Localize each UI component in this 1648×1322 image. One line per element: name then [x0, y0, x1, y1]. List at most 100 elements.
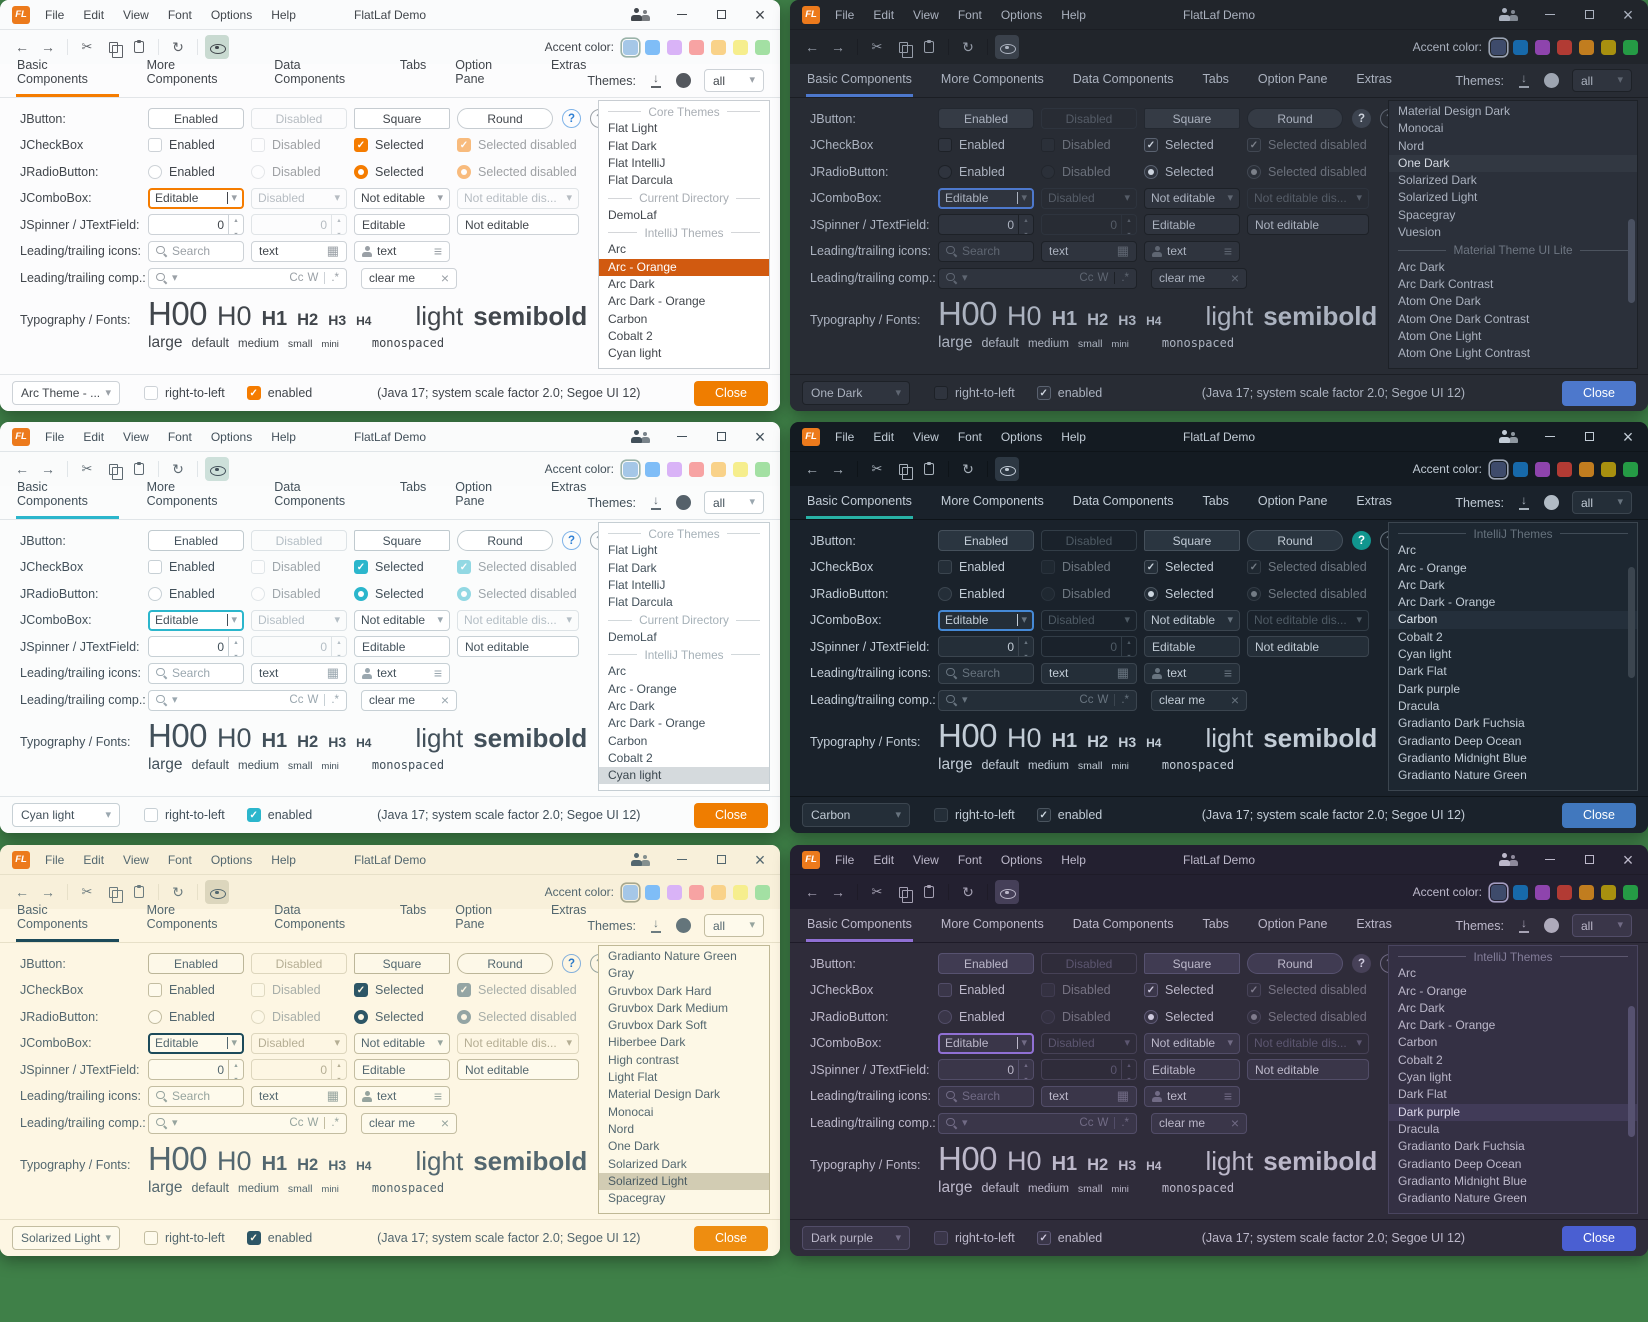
whole-word-toggle[interactable]: W	[307, 694, 319, 707]
radio-option[interactable]: Selected	[354, 586, 424, 601]
rtl-checkbox[interactable]: right-to-left	[934, 808, 1015, 822]
github-icon[interactable]	[676, 73, 691, 88]
accent-swatch[interactable]	[1491, 884, 1506, 900]
theme-list-item[interactable]: DemoLaf	[608, 207, 657, 222]
theme-list-item[interactable]: Arc Dark	[1398, 577, 1445, 592]
theme-list-item[interactable]: Atom One Dark Contrast	[1398, 311, 1530, 326]
theme-list-item[interactable]: Gradianto Deep Ocean	[1398, 1156, 1522, 1171]
search-field[interactable]: Search	[148, 240, 244, 262]
text-field[interactable]: Not editable	[1247, 636, 1369, 658]
tab-more-components[interactable]: More Components	[940, 494, 1044, 508]
theme-list[interactable]: IntelliJ Themes Arc Arc - Orange Arc Dark Ar…	[1388, 945, 1638, 1214]
theme-list-item[interactable]: Nord	[1398, 138, 1425, 153]
paste-icon[interactable]	[917, 35, 941, 59]
forward-icon[interactable]	[826, 457, 850, 481]
radio-option[interactable]: Enabled	[148, 586, 215, 601]
tab-data-components[interactable]: Data Components	[274, 480, 346, 508]
theme-list-item[interactable]: Solarized Dark	[1398, 173, 1477, 188]
combobox[interactable]: Disabled	[251, 187, 347, 209]
menu-edit[interactable]: Edit	[873, 429, 895, 444]
checkbox-option[interactable]: Disabled	[251, 983, 321, 998]
theme-list-item[interactable]: Flat Dark	[608, 138, 657, 153]
close-button[interactable]: Close	[694, 380, 768, 406]
show-hidden-toggle[interactable]	[995, 880, 1019, 904]
button[interactable]: Square	[354, 108, 450, 129]
scrollbar[interactable]	[1628, 525, 1635, 788]
github-icon[interactable]	[1544, 495, 1559, 510]
combobox[interactable]: Disabled	[1041, 1032, 1137, 1054]
theme-list-item[interactable]: Arc	[608, 664, 626, 679]
whole-word-toggle[interactable]: W	[307, 272, 319, 285]
text-field[interactable]: Not editable	[457, 214, 579, 236]
theme-list-item[interactable]: Arc - Orange	[1398, 560, 1467, 575]
down-arrow-icon[interactable]	[1126, 225, 1131, 235]
themes-filter-combo[interactable]: all	[1572, 914, 1632, 937]
theme-list-item[interactable]: Flat Dark	[608, 560, 657, 575]
refresh-icon[interactable]	[956, 35, 980, 59]
theme-list-item[interactable]: Arc Dark - Orange	[608, 716, 706, 731]
tab-tabs[interactable]: Tabs	[399, 480, 427, 494]
tab-more-components[interactable]: More Components	[146, 903, 218, 931]
checkbox-option[interactable]: Disabled	[1041, 983, 1111, 998]
accent-swatch[interactable]	[1557, 461, 1572, 477]
search-field[interactable]: CcW .*	[148, 1112, 347, 1134]
checkbox-option[interactable]: Disabled	[1041, 560, 1111, 575]
match-case-toggle[interactable]: Cc	[289, 272, 304, 285]
up-arrow-icon[interactable]	[233, 637, 238, 647]
radio-option[interactable]: Selected disabled	[1247, 586, 1367, 601]
theme-combo[interactable]: One Dark	[802, 381, 910, 405]
spinner[interactable]: 0	[148, 636, 244, 658]
button[interactable]: Round	[457, 108, 553, 129]
minimize-button[interactable]	[1542, 6, 1558, 24]
theme-list-item[interactable]: Cyan light	[608, 346, 662, 361]
menu-options[interactable]: Options	[210, 852, 253, 867]
text-field[interactable]: Not editable	[457, 636, 579, 658]
text-field[interactable]: Editable	[1144, 636, 1240, 658]
scrollbar[interactable]	[1628, 948, 1635, 1211]
forward-icon[interactable]	[36, 35, 60, 59]
search-field[interactable]: CcW .*	[938, 1112, 1137, 1134]
back-icon[interactable]	[10, 457, 34, 481]
theme-list-item[interactable]: Cyan light	[599, 767, 769, 785]
checkbox-option[interactable]: Enabled	[148, 138, 215, 153]
accent-swatch[interactable]	[1491, 39, 1506, 55]
button[interactable]: Disabled	[1041, 953, 1137, 974]
combobox[interactable]: Not editable dis...	[457, 1032, 579, 1054]
theme-list-item[interactable]: Gruvbox Dark Medium	[608, 1000, 729, 1015]
accent-swatch[interactable]	[645, 39, 660, 55]
accent-swatch[interactable]	[667, 461, 682, 477]
accent-swatch[interactable]	[733, 39, 748, 55]
tab-data-components[interactable]: Data Components	[1072, 72, 1174, 86]
tab-more-components[interactable]: More Components	[940, 72, 1044, 86]
accent-swatch[interactable]	[1623, 884, 1638, 900]
radio-option[interactable]: Selected disabled	[1247, 164, 1367, 179]
search-field[interactable]: Search	[938, 240, 1034, 262]
text-field[interactable]: text	[1041, 662, 1137, 684]
clear-icon[interactable]	[1231, 270, 1239, 286]
down-arrow-icon[interactable]	[1023, 647, 1028, 657]
tab-extras[interactable]: Extras	[550, 58, 587, 72]
clearable-field[interactable]: clear me	[1151, 267, 1247, 289]
accent-swatch[interactable]	[1623, 39, 1638, 55]
menu-options[interactable]: Options	[210, 7, 253, 22]
theme-list-item[interactable]: Carbon	[608, 311, 648, 326]
theme-list-item[interactable]: Monocai	[1398, 121, 1444, 136]
help-icon[interactable]: ?	[1352, 954, 1371, 973]
minimize-button[interactable]	[1542, 851, 1558, 869]
radio-option[interactable]: Selected	[1144, 164, 1214, 179]
tab-option-pane[interactable]: Option Pane	[455, 58, 493, 86]
tab-tabs[interactable]: Tabs	[1202, 72, 1229, 86]
up-arrow-icon[interactable]	[336, 637, 341, 647]
accent-swatch[interactable]	[1513, 39, 1528, 55]
text-field[interactable]: text	[1144, 240, 1240, 262]
refresh-icon[interactable]	[956, 457, 980, 481]
theme-list-item[interactable]: Flat Light	[608, 543, 658, 558]
clear-icon[interactable]	[441, 692, 449, 708]
combobox[interactable]: Not editable	[354, 1032, 450, 1054]
download-icon[interactable]	[649, 918, 663, 934]
whole-word-toggle[interactable]: W	[1097, 694, 1109, 707]
themes-filter-combo[interactable]: all	[1572, 491, 1632, 514]
accent-swatch[interactable]	[1557, 884, 1572, 900]
search-field[interactable]: CcW .*	[938, 689, 1137, 711]
accent-swatch[interactable]	[755, 39, 770, 55]
